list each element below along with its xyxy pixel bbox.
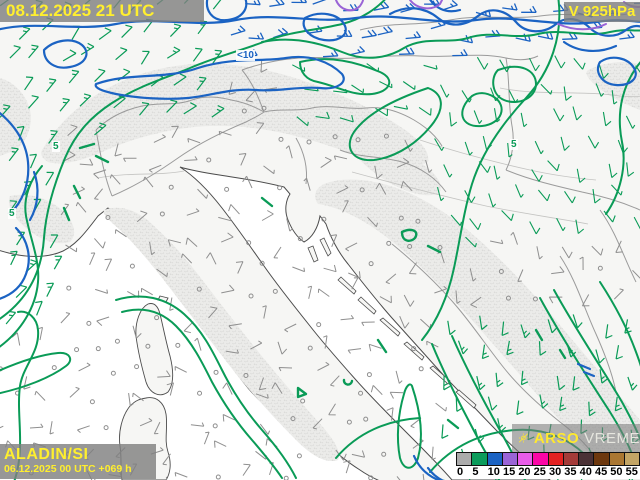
sun-icon [518, 433, 528, 443]
field-level-text: V 925hPa [568, 3, 636, 20]
contour-value-label: 5 [510, 139, 518, 150]
product-name: VREME [584, 429, 640, 447]
agency-name: ARSO [533, 429, 580, 447]
colorbar-swatch [457, 453, 472, 465]
colorbar-tick-labels: 0 5 10 15 20 25 30 35 40 45 50 55 [456, 466, 640, 479]
colorbar-tick: 40 [579, 466, 592, 478]
colorbar-tick: 45 [594, 466, 608, 478]
arso-vreme-logo: ARSO VREME [512, 424, 640, 452]
colorbar-swatches [456, 452, 640, 466]
model-run-info: 06.12.2025 00 UTC +069 h [4, 463, 132, 475]
colorbar-swatch [471, 453, 487, 465]
field-level-badge: V 925hPa [564, 2, 640, 22]
colorbar-swatch [562, 453, 578, 465]
colorbar-tick: 20 [518, 466, 531, 478]
colorbar-swatch [501, 453, 517, 465]
model-info-badge: ALADIN/SI 06.12.2025 00 UTC +069 h [0, 444, 156, 479]
colorbar-tick: 55 [625, 466, 638, 478]
contour-value-label: <10 [236, 50, 255, 61]
colorbar-swatch [532, 453, 548, 465]
colorbar-tick: 35 [564, 466, 577, 478]
wind-speed-colorbar: 0 5 10 15 20 25 30 35 40 45 50 55 [456, 452, 640, 480]
colorbar-swatch [486, 453, 502, 465]
valid-time-badge: 08.12.2025 21 UTC [0, 0, 204, 22]
colorbar-swatch [547, 453, 563, 465]
colorbar-tick: 5 [472, 466, 479, 478]
colorbar-swatch [623, 453, 639, 465]
colorbar-tick: 0 [457, 466, 464, 478]
colorbar-tick: 25 [533, 466, 546, 478]
colorbar-swatch [608, 453, 624, 465]
colorbar-tick: 10 [487, 466, 500, 478]
colorbar-swatch [578, 453, 594, 465]
colorbar-tick: 30 [548, 466, 562, 478]
colorbar-swatch [593, 453, 609, 465]
colorbar-tick: 50 [610, 466, 623, 478]
colorbar-tick: 15 [502, 466, 516, 478]
isotach-5-patches [62, 142, 567, 430]
contour-value-label: 5 [52, 141, 60, 152]
contour-value-label: 5 [8, 208, 16, 219]
colorbar-swatch [517, 453, 533, 465]
valid-time-text: 08.12.2025 21 UTC [6, 1, 155, 20]
model-name: ALADIN/SI [4, 446, 89, 463]
